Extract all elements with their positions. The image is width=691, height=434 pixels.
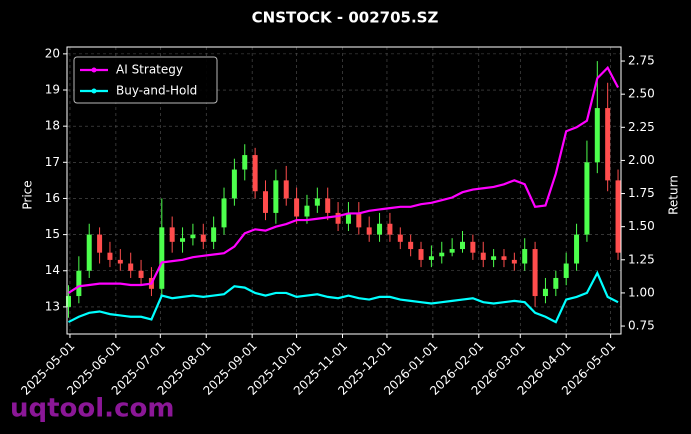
candle-body [252, 155, 258, 192]
candle-body [304, 205, 310, 217]
y2-tick-label: 2.50 [628, 87, 655, 101]
plot-frame [66, 46, 622, 335]
y2-tick-label: 1.00 [628, 285, 655, 299]
candle-body [65, 296, 71, 307]
legend-marker [91, 67, 97, 73]
candle-body [408, 241, 414, 250]
candle-body [283, 180, 289, 199]
candle-body [231, 169, 237, 199]
y2-tick-label: 1.25 [628, 252, 655, 266]
candle-body [522, 249, 528, 264]
candle-body [345, 212, 351, 224]
candle-body [511, 259, 517, 264]
legend-box [73, 56, 218, 104]
candle-body [553, 277, 559, 289]
y-tick-label: 14 [45, 263, 60, 277]
candle-body [76, 270, 82, 297]
y2-axis-label: Return [667, 175, 681, 215]
candle-body [491, 256, 497, 260]
return-line [67, 270, 619, 324]
y-tick-label: 20 [45, 46, 60, 60]
y2-tick-label: 1.50 [628, 219, 655, 233]
y2-tick-label: 2.00 [628, 153, 655, 167]
candle-body [449, 249, 455, 253]
candle-body [439, 252, 445, 257]
candle-body [180, 238, 186, 242]
candle-body [377, 223, 383, 235]
candle-body [325, 198, 331, 213]
y2-tick-label: 1.75 [628, 186, 655, 200]
candle-body [169, 227, 175, 242]
candle-body [584, 162, 590, 235]
candle-body [273, 180, 279, 213]
legend-label: Buy-and-Hold [116, 84, 197, 98]
legend-marker [91, 88, 97, 94]
candle-body [563, 263, 569, 278]
candle-body [117, 259, 123, 264]
candle-body [594, 108, 600, 163]
candle-body [314, 198, 320, 206]
candle-body [221, 198, 227, 228]
candle-body [128, 263, 134, 271]
return-line [67, 65, 620, 294]
y-tick-label: 16 [45, 191, 60, 205]
candle-body [335, 212, 341, 224]
candle-body [97, 234, 103, 253]
y-tick-label: 19 [45, 83, 60, 97]
candle-body [542, 288, 548, 297]
y2-tick-label: 2.75 [628, 54, 655, 68]
candle-body [428, 256, 434, 260]
candle-body [200, 234, 206, 242]
candle-body [460, 241, 466, 250]
y-tick-label: 18 [45, 119, 60, 133]
candle-body [86, 234, 92, 271]
candle-body [294, 198, 300, 217]
y2-tick-label: 2.25 [628, 120, 655, 134]
candle-body [159, 227, 165, 289]
candle-body [605, 108, 611, 181]
chart-title: CNSTOCK - 002705.SZ [252, 9, 439, 27]
legend-label: AI Strategy [116, 63, 183, 77]
candle-body [366, 227, 372, 235]
candle-body [242, 155, 248, 170]
candle-body [138, 270, 144, 278]
candle-body [262, 191, 268, 213]
candle-body [532, 249, 538, 297]
y-tick-label: 13 [45, 299, 60, 313]
candle-body [418, 249, 424, 260]
candle-body [211, 227, 217, 242]
y2-tick-label: 0.75 [628, 319, 655, 333]
y-axis-label: Price [21, 180, 35, 209]
candle-body [387, 223, 393, 235]
candle-body [107, 252, 113, 260]
candle-body [615, 180, 621, 253]
y-tick-label: 15 [45, 227, 60, 241]
candle-body [397, 234, 403, 242]
candle-body [190, 234, 196, 239]
y-tick-label: 17 [45, 155, 60, 169]
candle-body [480, 252, 486, 260]
watermark: uqtool.com [10, 394, 174, 424]
candle-body [501, 256, 507, 260]
candle-body [356, 212, 362, 228]
candle-body [470, 241, 476, 253]
candle-body [574, 234, 580, 264]
